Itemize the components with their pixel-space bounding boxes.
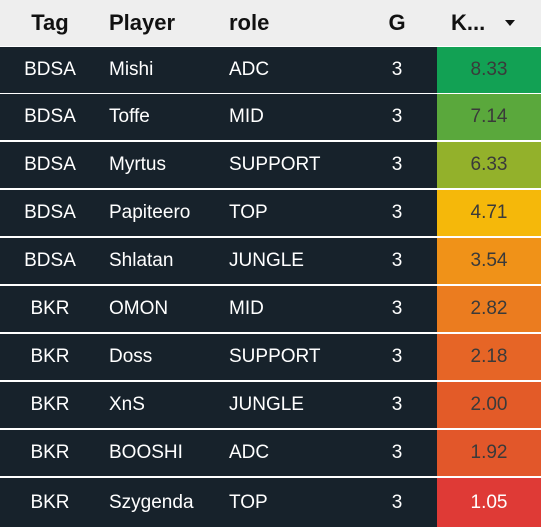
table-row[interactable]: BDSA Toffe MID 3 7.14	[0, 94, 541, 140]
cell-tag: BDSA	[24, 202, 76, 223]
cell-player: XnS	[109, 394, 145, 415]
table-row[interactable]: BDSA Mishi ADC 3 8.33	[0, 47, 541, 93]
cell-role: ADC	[229, 442, 270, 463]
cell-g: 3	[391, 491, 403, 513]
table-row[interactable]: BKR XnS JUNGLE 3 2.00	[0, 382, 541, 428]
cell-g: 3	[391, 202, 403, 223]
cell-role: TOP	[229, 202, 268, 223]
cell-player: Myrtus	[109, 154, 166, 175]
column-header-player[interactable]: Player	[109, 10, 176, 35]
cell-role: MID	[229, 106, 264, 127]
cell-player: OMON	[109, 298, 169, 319]
cell-k: 2.18	[437, 334, 541, 380]
cell-player: Papiteero	[109, 202, 191, 223]
column-header-k[interactable]: K...	[451, 10, 486, 35]
cell-g: 3	[391, 154, 403, 175]
cell-role: MID	[229, 298, 264, 319]
cell-tag: BDSA	[24, 59, 76, 80]
cell-g: 3	[391, 250, 403, 271]
table-row[interactable]: BDSA Myrtus SUPPORT 3 6.33	[0, 142, 541, 188]
cell-tag: BKR	[30, 442, 70, 463]
column-header-tag[interactable]: Tag	[31, 10, 69, 35]
cell-player: BOOSHI	[109, 442, 183, 463]
cell-tag: BDSA	[24, 154, 76, 175]
cell-g: 3	[391, 59, 403, 80]
table-row[interactable]: BKR Doss SUPPORT 3 2.18	[0, 334, 541, 380]
cell-g: 3	[391, 442, 403, 463]
sort-descending-icon[interactable]	[505, 20, 515, 26]
cell-k: 4.71	[437, 190, 541, 236]
column-header-g[interactable]: G	[388, 10, 406, 35]
cell-g: 3	[391, 106, 403, 127]
column-header-role[interactable]: role	[229, 10, 270, 35]
cell-g: 3	[391, 394, 403, 415]
cell-player: Shlatan	[109, 250, 174, 271]
table-row[interactable]: BDSA Papiteero TOP 3 4.71	[0, 190, 541, 236]
cell-tag: BKR	[30, 491, 70, 513]
cell-k: 2.00	[437, 382, 541, 428]
cell-k: 8.33	[437, 47, 541, 93]
cell-role: ADC	[229, 59, 270, 80]
cell-player: Toffe	[109, 106, 150, 127]
cell-role: SUPPORT	[229, 346, 321, 367]
cell-k: 2.82	[437, 286, 541, 332]
cell-role: SUPPORT	[229, 154, 321, 175]
cell-role: TOP	[229, 491, 268, 513]
cell-tag: BKR	[30, 298, 70, 319]
table-row[interactable]: BKR BOOSHI ADC 3 1.92	[0, 430, 541, 476]
cell-tag: BKR	[30, 346, 70, 367]
cell-role: JUNGLE	[229, 250, 304, 271]
cell-k: 1.05	[437, 478, 541, 527]
cell-role: JUNGLE	[229, 394, 304, 415]
cell-k: 6.33	[437, 142, 541, 188]
cell-g: 3	[391, 346, 403, 367]
cell-k: 1.92	[437, 430, 541, 476]
table-header: Tag Player role G K...	[0, 0, 541, 46]
cell-tag: BKR	[30, 394, 70, 415]
cell-tag: BDSA	[24, 250, 76, 271]
cell-player: Mishi	[109, 59, 154, 80]
cell-k: 7.14	[437, 94, 541, 140]
cell-k: 3.54	[437, 238, 541, 284]
table-row[interactable]: BKR Szygenda TOP 3 1.05	[0, 478, 541, 527]
table-row[interactable]: BKR OMON MID 3 2.82	[0, 286, 541, 332]
table-row[interactable]: BDSA Shlatan JUNGLE 3 3.54	[0, 238, 541, 284]
cell-player: Szygenda	[109, 491, 194, 513]
cell-player: Doss	[109, 346, 153, 367]
cell-tag: BDSA	[24, 106, 76, 127]
cell-g: 3	[391, 298, 403, 319]
